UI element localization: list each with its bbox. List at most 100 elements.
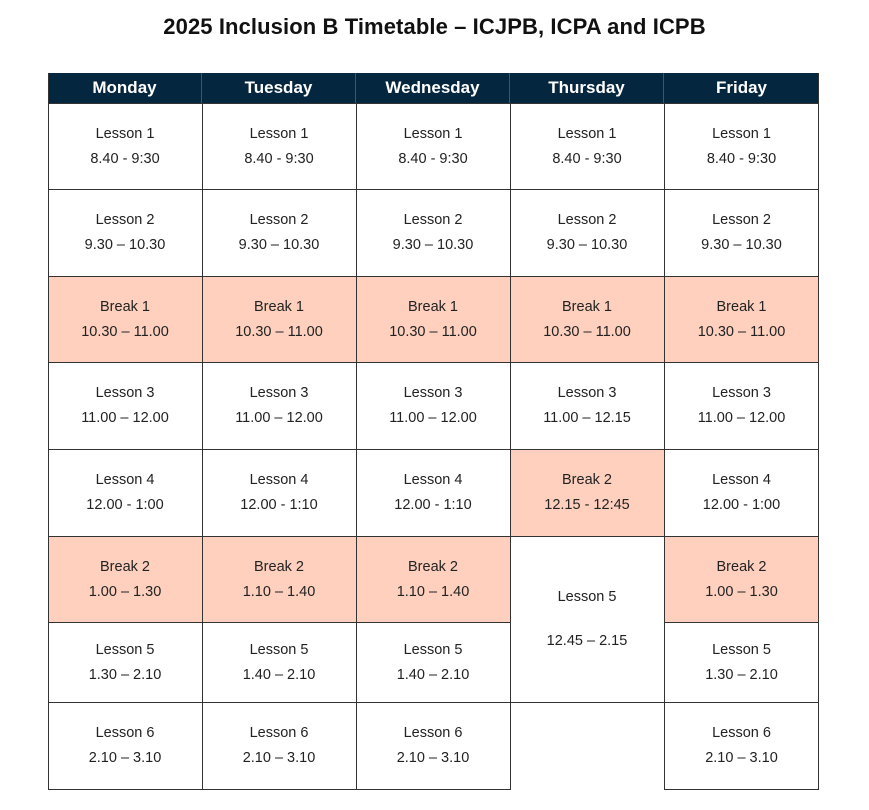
monday-break-1: Break 1 10.30 – 11.00 bbox=[48, 276, 202, 363]
slot-name: Lesson 4 bbox=[712, 471, 771, 488]
friday-lesson-2: Lesson 2 9.30 – 10.30 bbox=[664, 190, 819, 276]
grid-line bbox=[48, 622, 510, 623]
grid-line bbox=[664, 789, 819, 790]
wednesday-lesson-5: Lesson 5 1.40 – 2.10 bbox=[356, 623, 510, 702]
slot-time: 12.00 - 1:00 bbox=[702, 496, 781, 513]
wednesday-lesson-3: Lesson 3 11.00 – 12.00 bbox=[356, 363, 510, 449]
slot-time: 9.30 – 10.30 bbox=[701, 237, 782, 253]
header-friday: Friday bbox=[664, 73, 819, 103]
slot-name: Lesson 2 bbox=[712, 212, 771, 228]
slot-name: Lesson 4 bbox=[249, 471, 309, 488]
slot-time: 11.00 – 12.00 bbox=[81, 410, 169, 426]
slot-name: Break 2 bbox=[254, 558, 304, 575]
slot-time: 10.30 – 11.00 bbox=[235, 323, 323, 340]
slot-name: Lesson 2 bbox=[249, 212, 309, 228]
wednesday-lesson-4: Lesson 4 12.00 - 1:10 bbox=[356, 449, 510, 536]
monday-lesson-4: Lesson 4 12.00 - 1:00 bbox=[48, 449, 202, 536]
slot-time: 9.30 – 10.30 bbox=[392, 237, 474, 253]
slot-time: 10.30 – 11.00 bbox=[81, 323, 169, 340]
slot-name: Lesson 3 bbox=[249, 385, 309, 401]
slot-name: Lesson 5 bbox=[403, 641, 463, 658]
slot-time: 10.30 – 11.00 bbox=[697, 323, 786, 340]
slot-time: 11.00 – 12.00 bbox=[389, 410, 477, 426]
grid-line bbox=[48, 189, 819, 190]
wednesday-lesson-1: Lesson 1 8.40 - 9:30 bbox=[356, 103, 510, 190]
friday-lesson-1: Lesson 1 8.40 - 9:30 bbox=[664, 103, 819, 190]
wednesday-break-1: Break 1 10.30 – 11.00 bbox=[356, 276, 510, 363]
slot-time: 11.00 – 12.00 bbox=[697, 410, 786, 426]
thursday-break-1: Break 1 10.30 – 11.00 bbox=[510, 276, 664, 363]
slot-name: Break 2 bbox=[562, 471, 612, 488]
slot-name: Break 2 bbox=[408, 558, 458, 575]
tuesday-lesson-1: Lesson 1 8.40 - 9:30 bbox=[202, 103, 356, 190]
friday-break-1: Break 1 10.30 – 11.00 bbox=[664, 276, 819, 363]
grid-line bbox=[48, 789, 511, 790]
monday-break-2: Break 2 1.00 – 1.30 bbox=[48, 536, 202, 623]
slot-time: 9.30 – 10.30 bbox=[238, 237, 320, 253]
thursday-lesson-3: Lesson 3 11.00 – 12.15 bbox=[510, 363, 664, 449]
slot-time: 11.00 – 12.00 bbox=[235, 410, 323, 426]
slot-name: Lesson 6 bbox=[712, 724, 771, 741]
grid-line bbox=[48, 73, 49, 790]
slot-name: Lesson 1 bbox=[403, 125, 463, 142]
slot-time: 8.40 - 9:30 bbox=[244, 150, 314, 167]
monday-lesson-6: Lesson 6 2.10 – 3.10 bbox=[48, 702, 202, 789]
grid-line bbox=[510, 103, 511, 790]
slot-name: Lesson 1 bbox=[712, 125, 771, 142]
slot-time: 12.00 - 1:10 bbox=[240, 496, 318, 513]
wednesday-break-2: Break 2 1.10 – 1.40 bbox=[356, 536, 510, 623]
slot-name: Lesson 1 bbox=[557, 125, 617, 142]
slot-time: 12.45 – 2.15 bbox=[546, 632, 628, 649]
slot-time: 2.10 – 3.10 bbox=[242, 749, 316, 766]
wednesday-lesson-2: Lesson 2 9.30 – 10.30 bbox=[356, 190, 510, 276]
slot-time: 1.00 – 1.30 bbox=[88, 583, 162, 600]
slot-name: Lesson 5 bbox=[557, 588, 617, 605]
slot-name: Lesson 3 bbox=[95, 385, 155, 401]
grid-line bbox=[48, 449, 819, 450]
slot-time: 11.00 – 12.15 bbox=[543, 410, 631, 426]
slot-time: 9.30 – 10.30 bbox=[546, 237, 628, 253]
tuesday-lesson-6: Lesson 6 2.10 – 3.10 bbox=[202, 702, 356, 789]
slot-name: Break 1 bbox=[716, 298, 767, 315]
tuesday-lesson-4: Lesson 4 12.00 - 1:10 bbox=[202, 449, 356, 536]
slot-time: 8.40 - 9:30 bbox=[706, 150, 777, 167]
grid-line bbox=[48, 276, 819, 277]
slot-name: Break 2 bbox=[100, 558, 150, 575]
thursday-lesson-2: Lesson 2 9.30 – 10.30 bbox=[510, 190, 664, 276]
monday-lesson-2: Lesson 2 9.30 – 10.30 bbox=[48, 190, 202, 276]
slot-time: 1.10 – 1.40 bbox=[396, 583, 470, 600]
grid-line bbox=[664, 103, 665, 790]
tuesday-lesson-5: Lesson 5 1.40 – 2.10 bbox=[202, 623, 356, 702]
grid-line bbox=[356, 103, 357, 790]
header-tuesday: Tuesday bbox=[202, 73, 356, 103]
slot-name: Lesson 2 bbox=[557, 212, 617, 228]
grid-line bbox=[48, 536, 819, 537]
grid-line bbox=[202, 103, 203, 790]
slot-name: Lesson 4 bbox=[95, 471, 155, 488]
thursday-lesson-5: Lesson 5 12.45 – 2.15 bbox=[510, 536, 664, 702]
tuesday-break-1: Break 1 10.30 – 11.00 bbox=[202, 276, 356, 363]
slot-name: Lesson 3 bbox=[712, 385, 771, 401]
slot-name: Break 1 bbox=[254, 298, 304, 315]
friday-lesson-3: Lesson 3 11.00 – 12.00 bbox=[664, 363, 819, 449]
slot-name: Lesson 6 bbox=[249, 724, 309, 741]
friday-lesson-6: Lesson 6 2.10 – 3.10 bbox=[664, 702, 819, 789]
slot-time: 2.10 – 3.10 bbox=[705, 749, 778, 766]
slot-time: 1.30 – 2.10 bbox=[88, 666, 162, 683]
grid-line bbox=[48, 702, 819, 703]
slot-name: Break 1 bbox=[562, 298, 612, 315]
monday-lesson-3: Lesson 3 11.00 – 12.00 bbox=[48, 363, 202, 449]
slot-time: 12.15 - 12:45 bbox=[544, 496, 630, 513]
tuesday-break-2: Break 2 1.10 – 1.40 bbox=[202, 536, 356, 623]
slot-name: Lesson 1 bbox=[249, 125, 309, 142]
slot-time: 1.30 – 2.10 bbox=[705, 666, 778, 683]
page-title: 2025 Inclusion B Timetable – ICJPB, ICPA… bbox=[163, 14, 706, 39]
slot-time: 1.40 – 2.10 bbox=[242, 666, 316, 683]
slot-name: Lesson 2 bbox=[403, 212, 463, 228]
slot-name: Lesson 2 bbox=[95, 212, 155, 228]
slot-time: 10.30 – 11.00 bbox=[389, 323, 477, 340]
slot-time: 9.30 – 10.30 bbox=[84, 237, 166, 253]
slot-name: Lesson 3 bbox=[557, 385, 617, 401]
grid-line bbox=[818, 73, 819, 790]
thursday-lesson-1: Lesson 1 8.40 - 9:30 bbox=[510, 103, 664, 190]
